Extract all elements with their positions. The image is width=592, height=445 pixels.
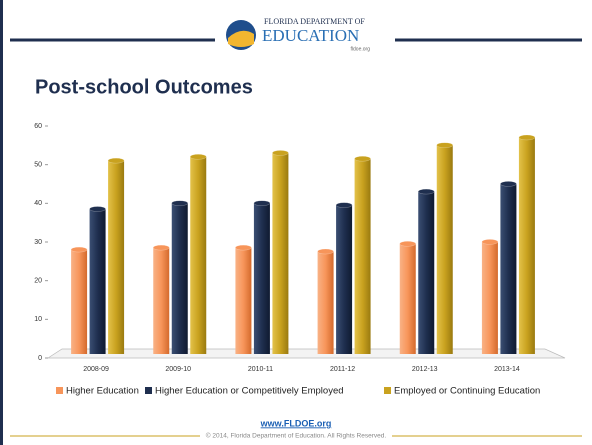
bar-cap xyxy=(335,202,353,208)
bar-cap xyxy=(89,206,106,212)
bar-cap xyxy=(253,200,271,206)
y-tick-label: 0 xyxy=(38,355,42,362)
x-tick-label: 2012-13 xyxy=(412,366,438,373)
bar xyxy=(317,251,334,354)
x-tick-label: 2013-14 xyxy=(494,366,520,373)
bar xyxy=(71,249,88,354)
bar-cap xyxy=(272,150,289,156)
bar xyxy=(253,203,270,354)
logo-site: fldoe.org xyxy=(351,46,371,52)
y-tick-label: 30 xyxy=(34,239,42,246)
legend-label: Higher Education or Competitively Employ… xyxy=(155,386,344,397)
bar-cap xyxy=(518,134,536,141)
bar xyxy=(399,243,416,354)
bar xyxy=(89,209,106,354)
bar xyxy=(190,156,207,354)
legend-swatch xyxy=(56,387,63,394)
bar-cap xyxy=(418,188,435,195)
legend-swatch xyxy=(145,387,152,394)
bar xyxy=(235,247,252,354)
legend-swatch xyxy=(384,387,391,394)
bar xyxy=(171,203,188,354)
y-tick-label: 50 xyxy=(34,162,42,169)
legend-label: Higher Education xyxy=(66,386,139,397)
bar xyxy=(518,137,535,354)
legend-label: Employed or Continuing Education xyxy=(394,386,540,397)
y-tick-label: 60 xyxy=(34,123,42,130)
bar-cap xyxy=(354,155,371,162)
y-tick-label: 20 xyxy=(34,278,42,285)
bar-cap xyxy=(153,244,170,251)
bar-cap xyxy=(500,181,517,187)
bar-cap xyxy=(436,142,453,148)
copyright: © 2014, Florida Department of Education.… xyxy=(206,432,387,440)
bar xyxy=(336,205,353,354)
logo-agency: FLORIDA DEPARTMENT OF xyxy=(264,17,365,26)
y-tick-label: 10 xyxy=(34,316,42,323)
bar-cap xyxy=(171,200,188,206)
bar-cap xyxy=(399,241,416,247)
bar xyxy=(418,191,435,354)
bar-cap xyxy=(190,154,207,160)
bar xyxy=(272,152,289,354)
bar-cap xyxy=(235,244,252,251)
slide-title: Post-school Outcomes xyxy=(35,76,253,98)
bar xyxy=(436,145,453,354)
x-tick-label: 2009-10 xyxy=(165,366,191,373)
x-tick-label: 2011-12 xyxy=(330,366,355,373)
logo-name: EDUCATION xyxy=(262,26,359,45)
bar xyxy=(500,183,517,354)
y-tick-label: 40 xyxy=(34,200,42,207)
frame-left xyxy=(0,0,3,445)
x-tick-label: 2010-11 xyxy=(248,366,273,373)
bar xyxy=(481,241,498,354)
footer-link[interactable]: www.FLDOE.org xyxy=(260,418,332,428)
bar-cap xyxy=(70,246,88,253)
bar-cap xyxy=(317,248,334,255)
bar xyxy=(108,160,125,354)
bar xyxy=(153,247,170,354)
bar xyxy=(354,158,371,354)
x-tick-label: 2008-09 xyxy=(83,366,109,373)
bar-cap xyxy=(107,157,125,164)
bar-cap xyxy=(481,239,499,245)
logo-sun xyxy=(228,30,254,47)
